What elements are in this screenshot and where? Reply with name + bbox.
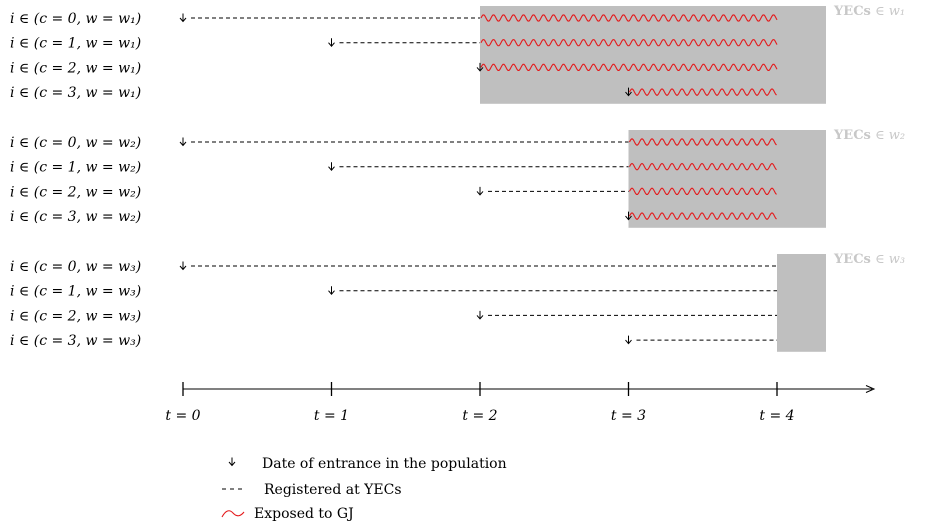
row-g2-c2: i ∈ (c = 2, w = w₂) [10,184,777,200]
entrance-arrow-icon [328,162,335,171]
entrance-arrow-icon [625,335,632,345]
cohort-rows: i ∈ (c = 0, w = w₁) i ∈ (c = 1, w = w₁) i … [10,11,778,349]
row-g1-c2: i ∈ (c = 2, w = w₁) [10,60,778,76]
row-g2-c1: i ∈ (c = 1, w = w₂) [10,160,777,176]
shade-block-3 [777,254,826,352]
legend-exposed-wave-icon [221,510,245,518]
entrance-arrow-icon [625,87,632,97]
entrance-arrow-icon [179,261,187,271]
group-label-2: YECs ∈ w₂ [833,128,905,143]
row-g3-c3: i ∈ (c = 3, w = w₃) [10,333,777,349]
entrance-arrow-icon [476,186,484,196]
row-g2-c3: i ∈ (c = 3, w = w₂) [10,209,777,225]
legend-entrance-arrow-icon [228,457,236,467]
shade-block-2 [628,130,826,228]
row-label: i ∈ (c = 2, w = w₂) [10,184,141,200]
row-label: i ∈ (c = 0, w = w₁) [10,11,141,27]
tick-label: t = 3 [611,408,646,424]
entrance-arrow-icon [328,286,335,295]
row-label: i ∈ (c = 0, w = w₃) [10,259,141,275]
exposure-wave [629,138,777,146]
group-labels: YECs ∈ w₁ YECs ∈ w₂ YECs ∈ w₃ [833,4,905,267]
row-label: i ∈ (c = 0, w = w₂) [10,135,141,151]
exposure-shades [480,6,826,352]
exposure-wave [480,14,778,22]
row-label: i ∈ (c = 1, w = w₁) [10,36,141,52]
tick-label: t = 2 [462,408,497,424]
row-g2-c0: i ∈ (c = 0, w = w₂) [10,135,777,151]
group-label-3: YECs ∈ w₃ [833,252,905,267]
axis-arrow-icon [865,385,876,393]
legend-entrance-text: Date of entrance in the population [262,456,507,472]
entrance-arrow-icon [179,137,187,147]
exposure-wave [629,212,777,220]
entrance-arrow-icon [476,310,484,320]
row-label: i ∈ (c = 2, w = w₁) [10,60,141,76]
row-g3-c1: i ∈ (c = 1, w = w₃) [10,284,777,300]
row-label: i ∈ (c = 3, w = w₃) [10,333,141,349]
row-g3-c0: i ∈ (c = 0, w = w₃) [10,259,777,275]
entrance-arrow-icon [476,62,484,72]
tick-label: t = 1 [314,408,349,424]
row-label: i ∈ (c = 3, w = w₁) [10,85,141,101]
group-label-1: YECs ∈ w₁ [833,4,905,19]
legend-exposed-text: Exposed to GJ [254,506,354,522]
legend-registered-text: Registered at YECs [264,482,402,498]
row-label: i ∈ (c = 3, w = w₂) [10,209,141,225]
row-label: i ∈ (c = 1, w = w₂) [10,160,141,176]
time-axis: t = 0 t = 1 t = 2 t = 3 t = 4 [165,382,876,424]
row-g1-c3: i ∈ (c = 3, w = w₁) [10,85,777,101]
tick-label: t = 4 [759,408,794,424]
shade-block-1 [480,6,826,104]
exposure-wave [629,187,777,195]
row-label: i ∈ (c = 2, w = w₃) [10,308,141,324]
row-g1-c1: i ∈ (c = 1, w = w₁) [10,36,778,52]
row-g3-c2: i ∈ (c = 2, w = w₃) [10,308,777,324]
tick-label: t = 0 [165,408,200,424]
entrance-arrow-icon [328,38,335,47]
entrance-arrow-icon [179,13,187,23]
legend: Date of entrance in the population Regist… [221,456,507,522]
row-label: i ∈ (c = 1, w = w₃) [10,284,141,300]
exposure-wave [629,163,777,171]
exposure-wave [629,88,777,96]
entrance-arrow-icon [625,211,632,221]
exposure-wave [480,39,778,47]
exposure-wave [480,63,778,71]
row-g1-c0: i ∈ (c = 0, w = w₁) [10,11,778,27]
